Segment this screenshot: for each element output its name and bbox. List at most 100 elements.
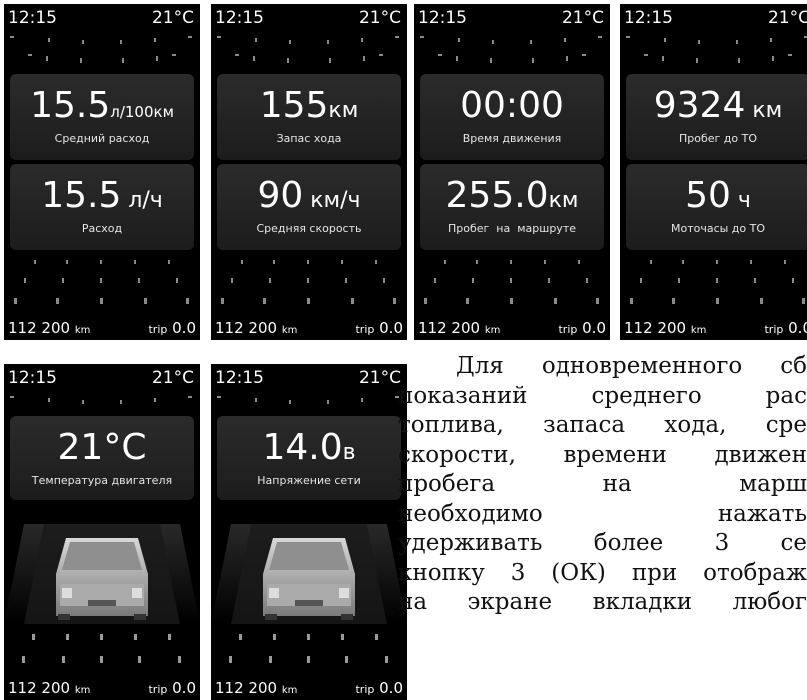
avg-consumption-value: 15.5 xyxy=(30,85,111,126)
odometer-bar: 112 200 km trip 0.0 xyxy=(211,676,407,700)
engine-temp-label: Температура двигателя xyxy=(31,474,173,487)
paragraph-line: удерживать более 3 се xyxy=(398,530,807,556)
odometer-value: 112 200 xyxy=(8,319,71,337)
trip-meter: trip 0.0 xyxy=(148,676,196,700)
paragraph-line: необходимо нажать xyxy=(398,500,807,527)
trip-meter: trip 0.0 xyxy=(764,316,807,340)
odometer-bar: 112 200 km trip 0.0 xyxy=(4,316,200,340)
metric-card-travel-time: 00:00 Время движения xyxy=(420,74,604,160)
odometer-bar: 112 200 km trip 0.0 xyxy=(414,316,610,340)
paragraph-line: показаний среднего рас xyxy=(398,382,807,409)
clock: 12:15 xyxy=(215,8,264,28)
lane-markings-top xyxy=(10,36,192,63)
clock: 12:15 xyxy=(215,368,264,388)
trip-value: 0.0 xyxy=(788,319,807,337)
lane-markings-bottom xyxy=(630,260,805,304)
display-screen-engine-temp: 12:15 21°C 21°C Температура двигателя 11… xyxy=(4,364,200,700)
odometer-value: 112 200 xyxy=(624,319,687,337)
odometer: 112 200 km xyxy=(215,676,297,700)
metric-card-avg-consumption: 15.5л/100км Средний расход xyxy=(10,74,194,160)
trip-value: 0.0 xyxy=(379,319,403,337)
metric-card-engine-temp: 21°C Температура двигателя xyxy=(10,416,194,500)
avg-speed-label: Средняя скорость xyxy=(256,222,362,235)
trip-label: trip xyxy=(148,323,168,336)
trip-meter: trip 0.0 xyxy=(355,676,403,700)
metric-card-avg-speed: 90 км/ч Средняя скорость xyxy=(217,164,401,250)
trip-label: trip xyxy=(558,323,578,336)
lane-markings-bottom xyxy=(424,260,599,304)
route-distance-value: 255.0 xyxy=(445,175,549,216)
avg-speed-value: 90 xyxy=(257,175,304,216)
odometer: 112 200 km xyxy=(624,316,706,340)
lane-markings-top xyxy=(10,396,192,404)
metric-card-consumption: 15.5 л/ч Расход xyxy=(10,164,194,250)
status-bar: 12:15 21°C xyxy=(4,364,200,392)
odometer-unit: km xyxy=(484,325,501,336)
trip-value: 0.0 xyxy=(172,319,196,337)
odometer-unit: km xyxy=(690,325,707,336)
clock: 12:15 xyxy=(418,8,467,28)
odometer-bar: 112 200 km trip 0.0 xyxy=(4,676,200,700)
status-bar: 12:15 21°C xyxy=(211,364,407,392)
odometer-unit: km xyxy=(281,325,298,336)
vehicle-illustration xyxy=(211,524,407,663)
travel-time-label: Время движения xyxy=(462,132,562,145)
trip-value: 0.0 xyxy=(379,679,403,697)
trip-meter: trip 0.0 xyxy=(148,316,196,340)
consumption-value: 15.5 xyxy=(41,175,122,216)
trip-label: trip xyxy=(355,683,375,696)
lane-markings-bottom xyxy=(221,260,396,304)
outside-temperature: 21°C xyxy=(358,368,401,388)
engine-temp-value: 21°C xyxy=(57,427,147,468)
odometer: 112 200 km xyxy=(8,316,90,340)
metric-card-engine-hours-to-service: 50 ч Моточасы до ТО xyxy=(626,164,807,250)
odometer: 112 200 km xyxy=(418,316,500,340)
instruction-paragraph: Для одновременного сб показаний среднего… xyxy=(398,352,807,618)
status-bar: 12:15 21°C xyxy=(211,4,407,32)
distance-to-service-label: Пробег до ТО xyxy=(678,132,758,145)
vehicle-illustration xyxy=(4,524,200,663)
odometer: 112 200 km xyxy=(215,316,297,340)
outside-temperature: 21°C xyxy=(151,368,194,388)
trip-value: 0.0 xyxy=(172,679,196,697)
metric-card-voltage: 14.0в Напряжение сети xyxy=(217,416,401,500)
paragraph-line: Для одновременного сб xyxy=(456,353,807,379)
range-value: 155 xyxy=(259,85,329,126)
display-screen-voltage: 12:15 21°C 14.0в Напряжение сети 112 200… xyxy=(211,364,407,700)
avg-consumption-unit: л/100км xyxy=(110,103,174,121)
engine-hours-unit: ч xyxy=(730,188,751,213)
route-distance-label: Пробег на маршруте xyxy=(448,222,576,235)
lane-markings-top xyxy=(217,36,399,63)
odometer-unit: km xyxy=(281,685,298,696)
trip-label: trip xyxy=(764,323,784,336)
travel-time-value: 00:00 xyxy=(460,85,564,126)
consumption-unit: л/ч xyxy=(121,188,163,213)
metric-card-route-distance: 255.0км Пробег на маршруте xyxy=(420,164,604,250)
paragraph-line: топлива, запаса хода, сре xyxy=(398,412,807,438)
paragraph-line: кнопку 3 (ОК) при отображ xyxy=(398,559,807,586)
avg-speed-unit: км/ч xyxy=(303,188,361,213)
outside-temperature: 21°C xyxy=(358,8,401,28)
distance-to-service-unit: км xyxy=(745,98,783,123)
display-screen-range: 12:15 21°C 155км Запас хода 90 км/ч Сред… xyxy=(211,4,407,340)
metric-card-distance-to-service: 9324 км Пробег до ТО xyxy=(626,74,807,160)
metric-card-range: 155км Запас хода xyxy=(217,74,401,160)
range-label: Запас хода xyxy=(276,132,342,145)
status-bar: 12:15 21°C xyxy=(620,4,807,32)
outside-temperature: 21°C xyxy=(151,8,194,28)
clock: 12:15 xyxy=(8,8,57,28)
distance-to-service-value: 9324 xyxy=(653,85,746,126)
paragraph-line: скорости, времени движен xyxy=(398,441,807,468)
trip-value: 0.0 xyxy=(582,319,606,337)
paragraph-line: на экране вкладки любог xyxy=(398,589,807,615)
lane-markings-top xyxy=(626,36,807,63)
status-bar: 12:15 21°C xyxy=(4,4,200,32)
display-screen-service: 12:15 21°C 9324 км Пробег до ТО 50 ч Мот… xyxy=(620,4,807,340)
consumption-label: Расход xyxy=(81,222,123,235)
status-bar: 12:15 21°C xyxy=(414,4,610,32)
lane-markings-top xyxy=(217,396,399,404)
odometer-value: 112 200 xyxy=(215,679,278,697)
odometer-value: 112 200 xyxy=(8,679,71,697)
odometer-value: 112 200 xyxy=(418,319,481,337)
trip-meter: trip 0.0 xyxy=(355,316,403,340)
